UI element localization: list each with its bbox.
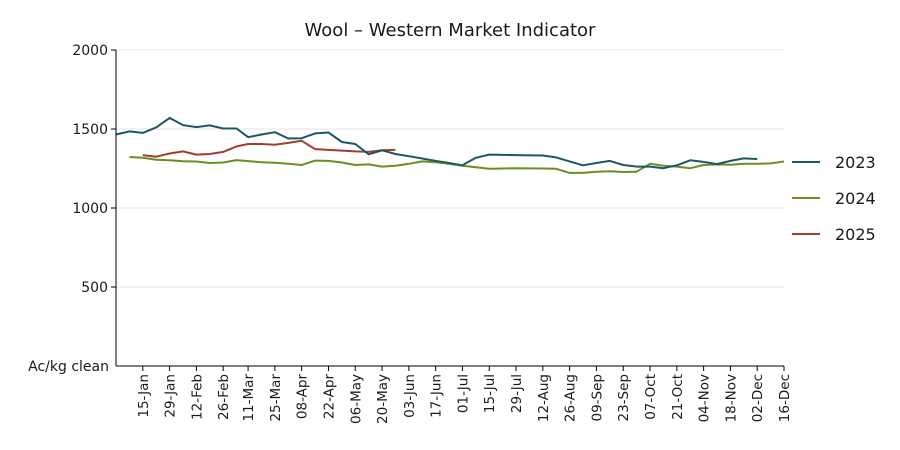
y-ticks: 500 1000 1500 2000 bbox=[72, 43, 116, 296]
x-tick-label: 29-Jul bbox=[509, 374, 525, 413]
x-tick-label: 03-Jun bbox=[402, 374, 418, 418]
x-tick-label: 02-Dec bbox=[750, 374, 766, 422]
x-tick-label: 15-Jan bbox=[136, 374, 152, 418]
x-tick-label: 17-Jun bbox=[429, 374, 445, 418]
x-tick-label: 20-May bbox=[375, 374, 391, 424]
grid bbox=[116, 49, 784, 288]
x-tick-label: 04-Nov bbox=[697, 374, 713, 422]
x-tick-label: 26-Aug bbox=[563, 374, 579, 422]
x-tick-label: 09-Sep bbox=[589, 374, 605, 422]
x-tick-label: 12-Feb bbox=[189, 374, 205, 420]
legend-label-2023: 2023 bbox=[835, 153, 876, 172]
x-tick-label: 21-Oct bbox=[670, 374, 686, 420]
x-tick-label: 08-Apr bbox=[295, 374, 311, 420]
x-tick-label: 12-Aug bbox=[536, 374, 552, 422]
chart-title: Wool – Western Market Indicator bbox=[305, 20, 596, 41]
x-tick-label: 18-Nov bbox=[723, 374, 739, 422]
x-tick-label: 07-Oct bbox=[643, 374, 659, 420]
x-tick-label: 29-Jan bbox=[163, 374, 179, 418]
x-tick-label: 25-Mar bbox=[268, 374, 284, 422]
series-line-2023 bbox=[115, 116, 758, 170]
x-tick-label: 11-Mar bbox=[241, 374, 257, 422]
x-tick-label: 06-May bbox=[348, 374, 364, 424]
x-tick-label: 23-Sep bbox=[616, 374, 632, 422]
legend-label-2025: 2025 bbox=[835, 225, 876, 244]
y-tick-label: 1500 bbox=[72, 122, 108, 138]
x-tick-label: 26-Feb bbox=[216, 374, 232, 420]
x-tick-label: 22-Apr bbox=[321, 374, 337, 420]
x-ticks: 15-Jan 29-Jan 12-Feb 26-Feb 11-Mar 25-Mar 08-A… bbox=[136, 366, 793, 424]
series-layer bbox=[115, 116, 785, 174]
x-tick-label: 15-Jul bbox=[482, 374, 498, 413]
series-line-2025 bbox=[142, 139, 396, 158]
y-axis-label: Ac/kg clean bbox=[28, 359, 109, 375]
y-tick-label: 1000 bbox=[72, 201, 108, 217]
y-tick-label: 500 bbox=[81, 280, 108, 296]
legend-label-2024: 2024 bbox=[835, 189, 876, 208]
legend: 2023 2024 2025 bbox=[792, 153, 876, 244]
y-tick-label: 2000 bbox=[72, 43, 108, 59]
x-tick-label: 16-Dec bbox=[777, 374, 793, 422]
x-tick-label: 01-Jul bbox=[455, 374, 471, 413]
